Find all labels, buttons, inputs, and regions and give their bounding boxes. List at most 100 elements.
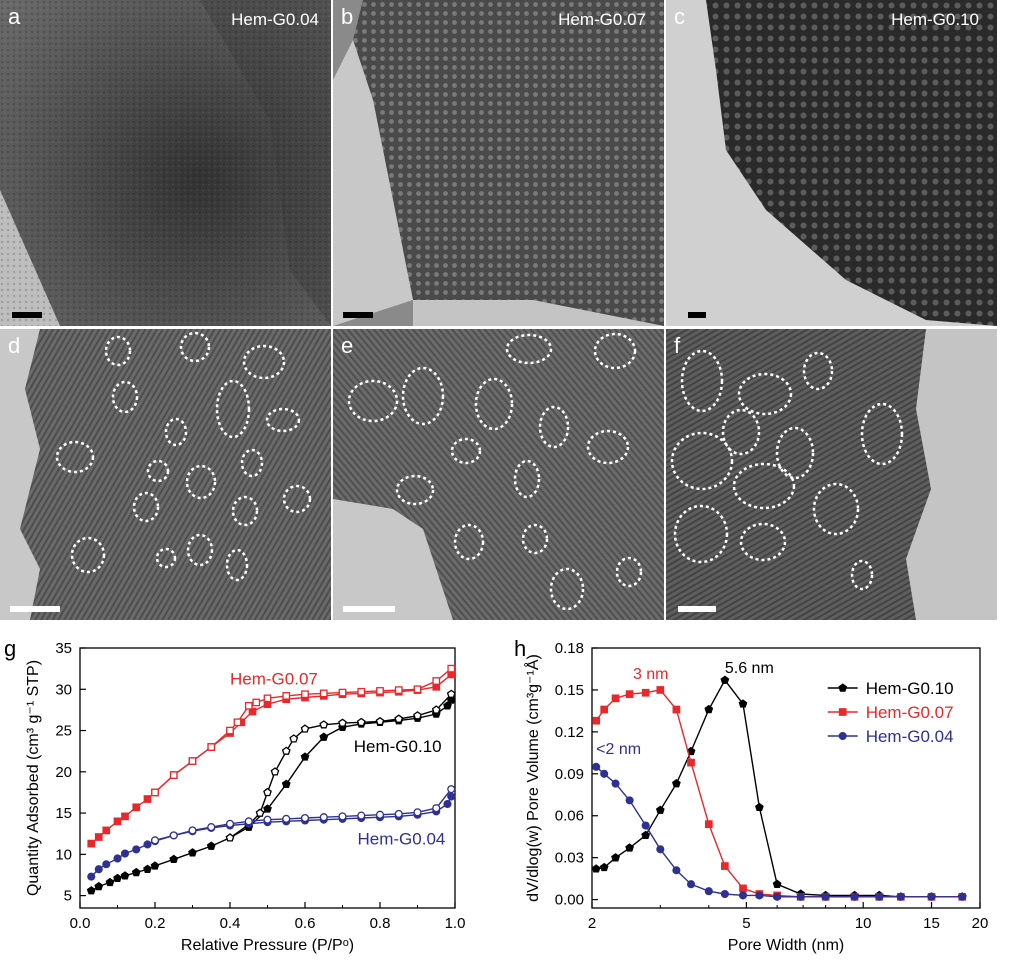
tem-image-d	[0, 329, 331, 620]
data-point-h	[611, 694, 620, 703]
data-point-g	[244, 817, 253, 826]
data-point-g	[188, 848, 197, 857]
data-point-h	[772, 879, 782, 888]
data-point-g	[282, 692, 291, 700]
data-point-g	[300, 724, 310, 733]
annotation-g-blue: Hem-G0.04	[358, 829, 446, 848]
data-point-g	[143, 795, 152, 803]
data-point-g	[413, 808, 422, 817]
x-tick-label-h: 15	[923, 915, 940, 932]
series-g-1	[151, 664, 456, 797]
tem-panel-a: a Hem-G0.04	[0, 0, 331, 326]
data-point-h	[720, 889, 729, 899]
legend-label: Hem-G0.04	[866, 727, 954, 746]
data-point-g	[225, 833, 235, 842]
panel-label-f: f	[674, 333, 681, 358]
y-tick-label-h: 0.09	[555, 766, 584, 783]
data-point-h	[611, 853, 620, 862]
y-tick-label-h: 0.06	[555, 808, 584, 825]
annotation-g-black: Hem-G0.10	[354, 737, 442, 756]
panel-label-h: h	[514, 636, 526, 661]
x-tick-label-h: 5	[742, 915, 750, 932]
legend-marker	[838, 708, 847, 716]
data-point-h	[599, 862, 609, 872]
data-point-g	[432, 804, 441, 813]
x-axis-title-g: Relative Pressure (P/Pᵒ)	[181, 937, 354, 954]
data-point-h	[927, 892, 936, 901]
data-point-g	[338, 812, 347, 821]
panel-title-c: Hem-G0.10	[891, 10, 979, 29]
data-point-g	[394, 809, 403, 818]
data-point-h	[625, 690, 634, 698]
y-tick-label-g: 35	[55, 640, 72, 657]
data-point-g	[447, 785, 456, 794]
y-tick-label-g: 15	[55, 805, 72, 822]
data-point-g	[263, 815, 272, 824]
legend-marker	[838, 731, 847, 741]
data-point-g	[263, 804, 272, 813]
data-point-g	[207, 823, 216, 832]
data-point-g	[282, 814, 291, 823]
data-point-g	[94, 881, 104, 891]
data-point-g	[301, 690, 309, 699]
tem-panel-d: d	[0, 329, 331, 620]
annotation-h-blue: <2 nm	[596, 741, 641, 758]
data-point-h	[656, 686, 665, 694]
annotation-g-red: Hem-G0.07	[230, 669, 318, 688]
data-point-g	[281, 779, 291, 788]
data-point-g	[233, 718, 242, 727]
data-point-g	[431, 705, 441, 714]
y-tick-label-g: 30	[55, 681, 72, 698]
y-tick-label-g: 10	[55, 846, 72, 863]
y-tick-label-h: 0.00	[555, 892, 584, 909]
data-point-g	[113, 873, 122, 883]
data-point-g	[150, 836, 160, 845]
data-point-h	[739, 884, 747, 893]
data-point-g	[113, 854, 122, 863]
y-tick-label-h: 0.15	[555, 682, 584, 699]
data-point-g	[447, 792, 456, 801]
charts-svg: g0.0 0.2 0.4 0.6 0.8 1.05101520253035Relative…	[4, 636, 988, 954]
data-point-g	[263, 694, 272, 703]
data-point-g	[319, 720, 329, 729]
data-point-g	[121, 812, 129, 821]
data-point-g	[319, 813, 328, 822]
data-point-g	[300, 813, 310, 823]
data-point-h	[625, 796, 634, 805]
panel-label-e: e	[341, 333, 354, 358]
panel-label-b: b	[341, 4, 354, 29]
chart-g: g 0.0 0.2 0.4 0.6 0.8 1.0 5 10 15 20 25 30 35 Relative…	[4, 636, 465, 954]
scale-bar-d	[10, 606, 60, 612]
data-point-g	[143, 840, 152, 849]
data-point-g	[356, 717, 366, 727]
data-point-g	[120, 849, 130, 858]
data-point-h	[755, 891, 764, 900]
data-point-g	[105, 877, 115, 887]
data-point-g	[281, 746, 291, 755]
data-point-h	[687, 758, 695, 767]
data-point-h	[592, 762, 601, 771]
annotation-h-black: 5.6 nm	[725, 660, 774, 677]
legend-label: Hem-G0.10	[866, 679, 954, 698]
data-point-h	[611, 779, 620, 788]
series-line-h	[595, 766, 963, 898]
x-tick-label-h: 10	[855, 915, 872, 932]
y-tick-label-g: 5	[64, 888, 72, 905]
data-point-g	[102, 826, 111, 835]
tem-panel-f: f	[666, 329, 997, 620]
data-point-g	[87, 872, 96, 881]
data-point-h	[755, 802, 764, 812]
x-tick-label-g: 0.4	[220, 915, 241, 932]
data-point-g	[86, 886, 96, 895]
data-point-h	[704, 887, 713, 896]
data-point-g	[413, 685, 422, 694]
scale-bar-e	[343, 606, 395, 612]
data-point-g	[375, 716, 385, 726]
data-point-g	[319, 689, 328, 698]
data-point-g	[226, 726, 234, 735]
data-point-g	[169, 854, 179, 864]
legend-label: Hem-G0.07	[866, 703, 954, 722]
data-point-g	[375, 810, 385, 819]
data-point-h	[850, 892, 859, 901]
data-point-h	[896, 892, 905, 901]
